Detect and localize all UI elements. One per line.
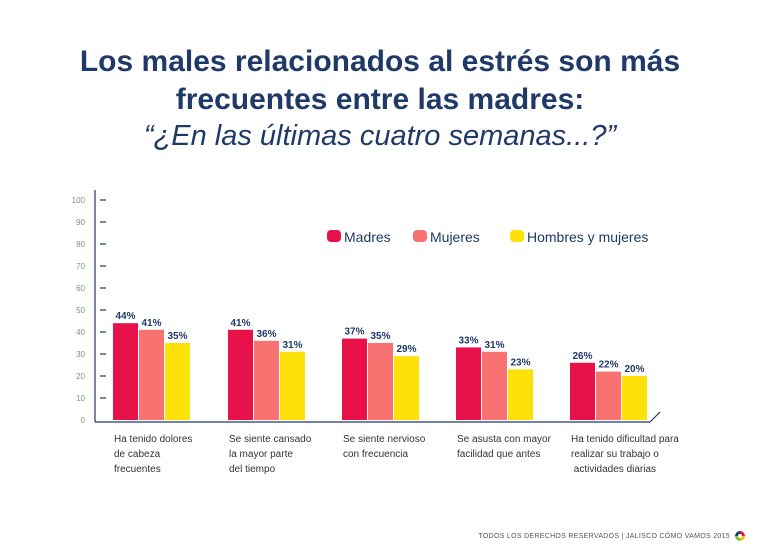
title-line-1: Los males relacionados al estrés son más [79,45,681,78]
bar [139,329,164,420]
data-label: 33% [458,335,478,346]
bar [368,343,393,420]
bar [113,323,138,420]
x-category-label: Ha tenido dificultad para realizar su tra… [571,434,679,475]
bar [570,362,595,420]
bar [482,351,507,420]
data-label: 35% [370,331,390,342]
y-tick-label: 80 [76,240,85,249]
data-label: 23% [510,357,530,368]
bar [508,369,533,420]
y-tick-label: 20 [76,372,85,381]
x-category-label: Se asusta con mayor facilidad que antes [457,434,552,460]
data-label: 35% [167,331,187,342]
x-category-label: Se siente cansado la mayor parte del tiemp… [229,434,312,475]
y-tick-label: 90 [76,218,85,227]
y-tick-label: 10 [76,394,85,403]
y-tick-label: 40 [76,328,85,337]
y-tick-label: 0 [81,416,86,425]
x-category-label: Se siente nervioso con frecuencia [343,434,426,460]
data-label: 31% [484,340,504,351]
title-line-2: frecuentes entre las madres: [175,83,585,116]
y-tick-label: 50 [76,306,85,315]
legend-swatch [413,230,427,242]
bar [165,343,190,420]
data-label: 37% [344,327,364,338]
data-label: 41% [230,318,250,329]
legend-label: Mujeres [430,229,480,245]
bar [342,338,367,420]
bar [456,347,481,420]
data-label: 36% [256,329,276,340]
footer-copyright: TODOS LOS DERECHOS RESERVADOS | JALISCO … [478,533,730,540]
y-tick-label: 30 [76,350,85,359]
legend-label: Hombres y mujeres [527,229,648,245]
subtitle-question: “¿En las últimas cuatro semanas...?” [143,120,617,152]
data-label: 22% [598,360,618,371]
legend-label: Madres [344,229,391,245]
data-label: 31% [282,340,302,351]
bar [596,371,621,420]
data-label: 20% [624,364,644,375]
data-label: 26% [572,351,592,362]
y-tick-label: 70 [76,262,85,271]
x-axis-end-mark [649,411,661,423]
bar [622,376,647,420]
legend-swatch [510,230,524,242]
y-tick-label: 100 [72,196,86,205]
jalisco-logo-icon [735,531,745,541]
data-label: 44% [115,311,135,322]
bar [280,351,305,420]
x-category-label: Ha tenido dolores de cabeza frecuentes [114,434,192,475]
bar [228,329,253,420]
data-label: 41% [141,318,161,329]
bar [254,340,279,420]
legend-swatch [327,230,341,242]
y-tick-label: 60 [76,284,85,293]
bar [394,356,419,420]
data-label: 29% [396,344,416,355]
